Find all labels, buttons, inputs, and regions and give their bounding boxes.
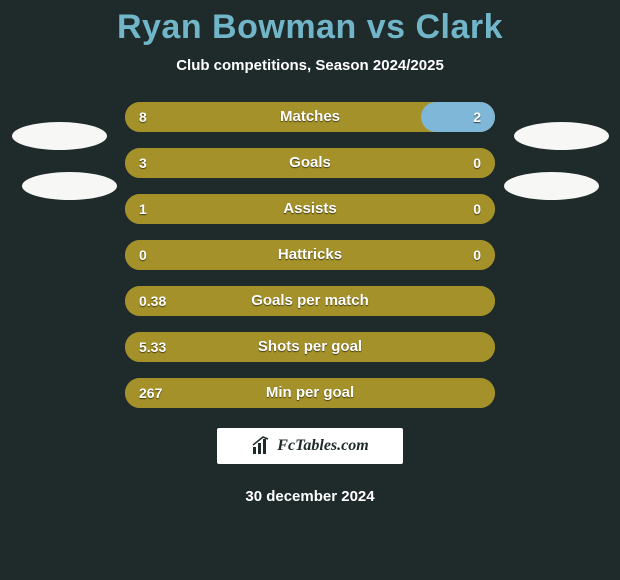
stat-value-right: 0 <box>473 148 481 178</box>
stat-value-right: 0 <box>473 194 481 224</box>
player-left-name: Ryan Bowman <box>117 8 357 46</box>
bar-left <box>125 240 495 270</box>
comparison-infographic: Ryan Bowman vs Clark Club competitions, … <box>0 0 620 580</box>
stat-row: 5.33Shots per goal <box>125 332 495 362</box>
subtitle: Club competitions, Season 2024/2025 <box>0 57 620 74</box>
bar-left <box>125 148 495 178</box>
bar-left <box>125 378 495 408</box>
chart-icon <box>251 436 271 456</box>
stat-row: 30Goals <box>125 148 495 178</box>
stat-value-left: 1 <box>139 194 147 224</box>
bar-left <box>125 194 495 224</box>
bar-left <box>125 332 495 362</box>
stat-value-left: 3 <box>139 148 147 178</box>
source-badge-text: FcTables.com <box>277 437 368 455</box>
bar-left <box>125 286 495 316</box>
stat-row: 267Min per goal <box>125 378 495 408</box>
stat-row: 82Matches <box>125 102 495 132</box>
stat-row: 0.38Goals per match <box>125 286 495 316</box>
stat-row: 00Hattricks <box>125 240 495 270</box>
bar-right <box>421 102 495 132</box>
stat-value-left: 5.33 <box>139 332 166 362</box>
stat-value-right: 2 <box>473 102 481 132</box>
footer-date: 30 december 2024 <box>0 488 620 505</box>
stat-row: 10Assists <box>125 194 495 224</box>
stat-value-left: 0.38 <box>139 286 166 316</box>
page-title: Ryan Bowman vs Clark <box>0 0 620 47</box>
stat-value-right: 0 <box>473 240 481 270</box>
stat-value-left: 0 <box>139 240 147 270</box>
stat-value-left: 267 <box>139 378 162 408</box>
stat-value-left: 8 <box>139 102 147 132</box>
title-vs: vs <box>367 8 406 46</box>
bar-left <box>125 102 421 132</box>
source-badge: FcTables.com <box>215 426 405 466</box>
stat-rows: 82Matches30Goals10Assists00Hattricks0.38… <box>0 102 620 408</box>
player-right-name: Clark <box>415 8 503 46</box>
